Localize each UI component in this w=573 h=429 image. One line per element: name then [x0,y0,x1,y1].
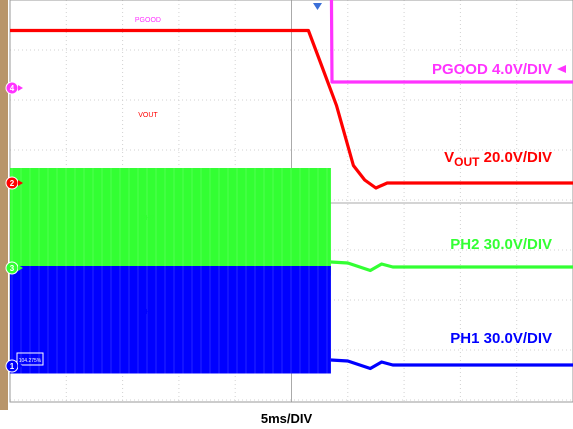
vout-trace [10,28,573,190]
channel-markers: 4 2 3 1 [5,81,23,373]
vout-scale-name: V [444,149,454,166]
ph2-switching-burst [10,168,331,276]
pgood-marker-arrow-icon [18,85,23,91]
ph1-scale-name: PH1 30.0V/DIV [450,330,552,347]
ph1-scale-label: PH1 30.0V/DIV [450,330,552,347]
ph1-switching-burst [10,266,331,374]
pgood-trace-label: PGOOD [135,17,161,24]
vout-scale-label: VOUT 20.0V/DIV [444,149,552,169]
cursor-readout: 104.275% [19,358,42,364]
vout-marker-arrow-icon [18,180,23,186]
pgood-scale-name: PGOOD 4.0V/DIV [432,61,552,78]
ph2-marker-number: 3 [10,264,15,273]
ph1-marker-number: 1 [10,362,15,371]
cursor-readout-box [16,352,44,366]
ph2-trace [330,260,573,273]
vout-marker-number: 2 [10,179,15,188]
timebase-label: 5ms/DIV [260,411,313,426]
ph2-scale-name: PH2 30.0V/DIV [450,236,552,253]
ph2-trace-label: PH2 [141,215,155,222]
ph1-marker-arrow-icon [18,363,23,369]
ph1-trace [330,358,573,371]
pgood-marker-number: 4 [10,84,15,93]
ph2-scale-label: PH2 30.0V/DIV [450,236,552,253]
traces [10,0,573,374]
vout-scale-subscript: OUT [454,155,480,169]
pgood-trace [329,0,573,84]
vout-trace-label: VOUT [138,112,158,119]
ph1-trace-label: PH1 [141,309,155,316]
trigger-position-icon [313,3,322,10]
reference-arrow-icon [557,65,566,73]
left-bezel [0,0,8,410]
ph2-marker-arrow-icon [18,265,23,271]
vout-scale-value: 20.0V/DIV [479,149,552,166]
pgood-scale-label: PGOOD 4.0V/DIV [432,61,552,78]
